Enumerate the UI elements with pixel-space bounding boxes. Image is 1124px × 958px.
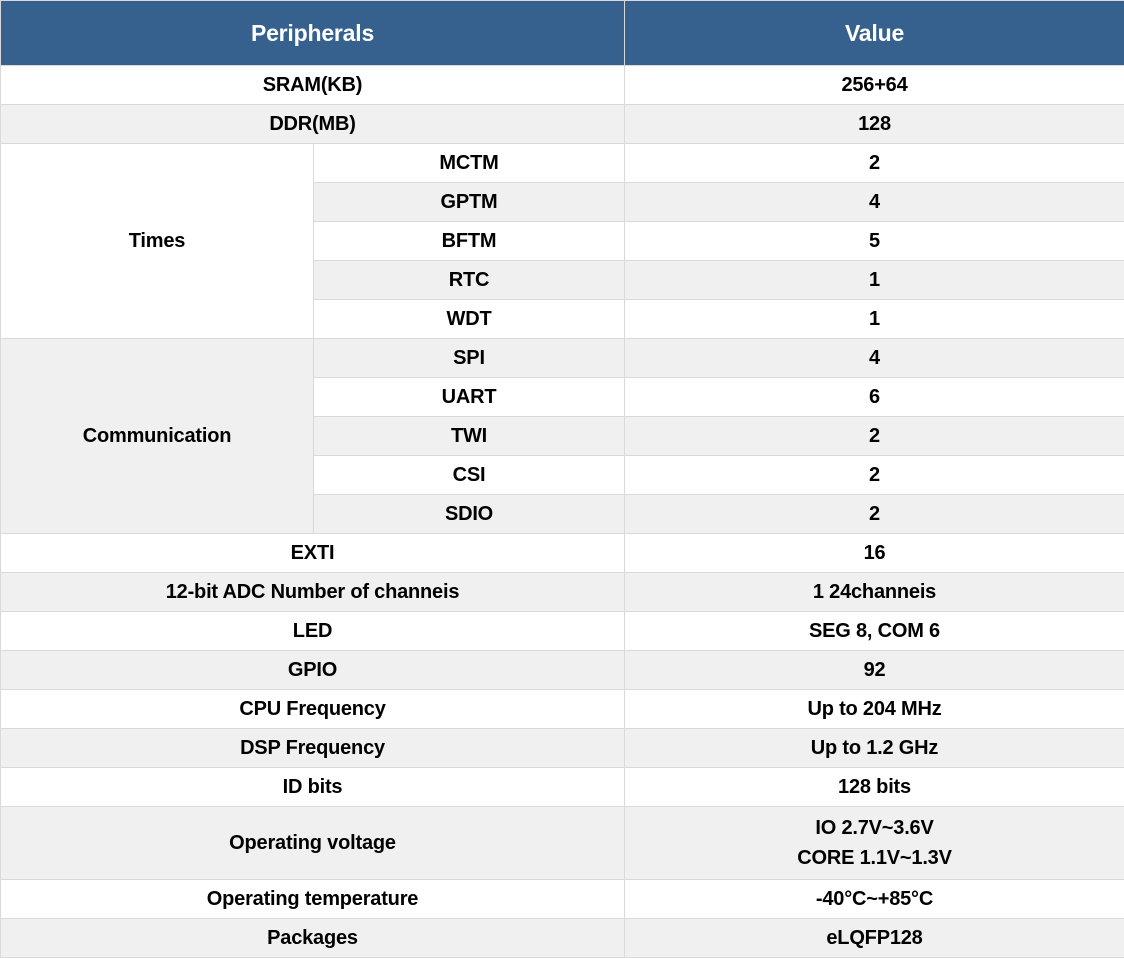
table-row: EXTI 16 <box>0 533 1124 573</box>
value-cell: 1 <box>624 260 1124 300</box>
table-row: SRAM(KB) 256+64 <box>0 65 1124 105</box>
value-cell: Up to 204 MHz <box>624 689 1124 729</box>
value-cell: 128 <box>624 104 1124 144</box>
value-cell: Up to 1.2 GHz <box>624 728 1124 768</box>
table-row: GPTM 4 <box>1 182 1124 222</box>
table-row: Operating voltage IO 2.7V~3.6V CORE 1.1V~1… <box>0 806 1124 880</box>
label-cell: GPIO <box>0 650 625 690</box>
label-cell: Packages <box>0 918 625 958</box>
header-row: Peripherals Value <box>0 0 1124 66</box>
sub-label-cell: RTC <box>313 260 625 300</box>
table-row: Communication SPI 4 <box>0 338 1124 534</box>
value-cell: 92 <box>624 650 1124 690</box>
table-row: CPU Frequency Up to 204 MHz <box>0 689 1124 729</box>
sub-label-cell: TWI <box>313 416 625 456</box>
table-row: GPIO 92 <box>0 650 1124 690</box>
value-cell: 6 <box>624 377 1124 417</box>
label-cell: ID bits <box>0 767 625 807</box>
sub-label-cell: WDT <box>313 299 625 339</box>
group-label-cell: Times <box>0 143 314 339</box>
table-row: RTC 1 <box>1 260 1124 300</box>
sub-label-cell: SPI <box>313 338 625 378</box>
table-row: SDIO 2 <box>1 494 1124 534</box>
value-cell: 1 <box>624 299 1124 339</box>
label-cell: EXTI <box>0 533 625 573</box>
value-cell: SEG 8, COM 6 <box>624 611 1124 651</box>
sub-label-cell: MCTM <box>313 143 625 183</box>
table-row: LED SEG 8, COM 6 <box>0 611 1124 651</box>
label-cell: 12-bit ADC Number of channeis <box>0 572 625 612</box>
table-row: TWI 2 <box>1 416 1124 456</box>
value-cell: 2 <box>624 143 1124 183</box>
table-row: UART 6 <box>1 377 1124 417</box>
table-row: CSI 2 <box>1 455 1124 495</box>
sub-label-cell: SDIO <box>313 494 625 534</box>
table-row: ID bits 128 bits <box>0 767 1124 807</box>
table-row: Operating temperature -40°C~+85°C <box>0 879 1124 919</box>
value-line: CORE 1.1V~1.3V <box>797 847 952 869</box>
table-row: Packages eLQFP128 <box>0 918 1124 958</box>
value-cell: 4 <box>624 182 1124 222</box>
label-cell: DDR(MB) <box>0 104 625 144</box>
table-row: DDR(MB) 128 <box>0 104 1124 144</box>
label-cell: LED <box>0 611 625 651</box>
table-row: DSP Frequency Up to 1.2 GHz <box>0 728 1124 768</box>
value-cell: -40°C~+85°C <box>624 879 1124 919</box>
value-cell: 2 <box>624 455 1124 495</box>
label-cell: SRAM(KB) <box>0 65 625 105</box>
value-cell: 256+64 <box>624 65 1124 105</box>
value-cell: 2 <box>624 494 1124 534</box>
value-cell: IO 2.7V~3.6V CORE 1.1V~1.3V <box>624 806 1124 880</box>
label-cell: Operating temperature <box>0 879 625 919</box>
table-row: Times MCTM 2 <box>0 143 1124 339</box>
value-cell: 16 <box>624 533 1124 573</box>
label-cell: Operating voltage <box>0 806 625 880</box>
value-cell: 2 <box>624 416 1124 456</box>
table-row: WDT 1 <box>1 299 1124 339</box>
table-row: 12-bit ADC Number of channeis 1 24channei… <box>0 572 1124 612</box>
value-cell: eLQFP128 <box>624 918 1124 958</box>
sub-label-cell: CSI <box>313 455 625 495</box>
table-header: Peripherals Value <box>0 0 1124 66</box>
value-cell: 5 <box>624 221 1124 261</box>
value-cell: 128 bits <box>624 767 1124 807</box>
value-line: IO 2.7V~3.6V <box>815 817 934 839</box>
header-cell-value: Value <box>624 0 1124 66</box>
value-cell: 1 24channeis <box>624 572 1124 612</box>
header-cell-peripherals: Peripherals <box>0 0 625 66</box>
table-row: BFTM 5 <box>1 221 1124 261</box>
table-body: SRAM(KB) 256+64 DDR(MB) 128 Times MCTM 2 GPTM 4 B… <box>0 65 1124 958</box>
label-cell: CPU Frequency <box>0 689 625 729</box>
sub-label-cell: GPTM <box>313 182 625 222</box>
sub-label-cell: BFTM <box>313 221 625 261</box>
value-cell: 4 <box>624 338 1124 378</box>
group-label-cell: Communication <box>0 338 314 534</box>
label-cell: DSP Frequency <box>0 728 625 768</box>
sub-label-cell: UART <box>313 377 625 417</box>
